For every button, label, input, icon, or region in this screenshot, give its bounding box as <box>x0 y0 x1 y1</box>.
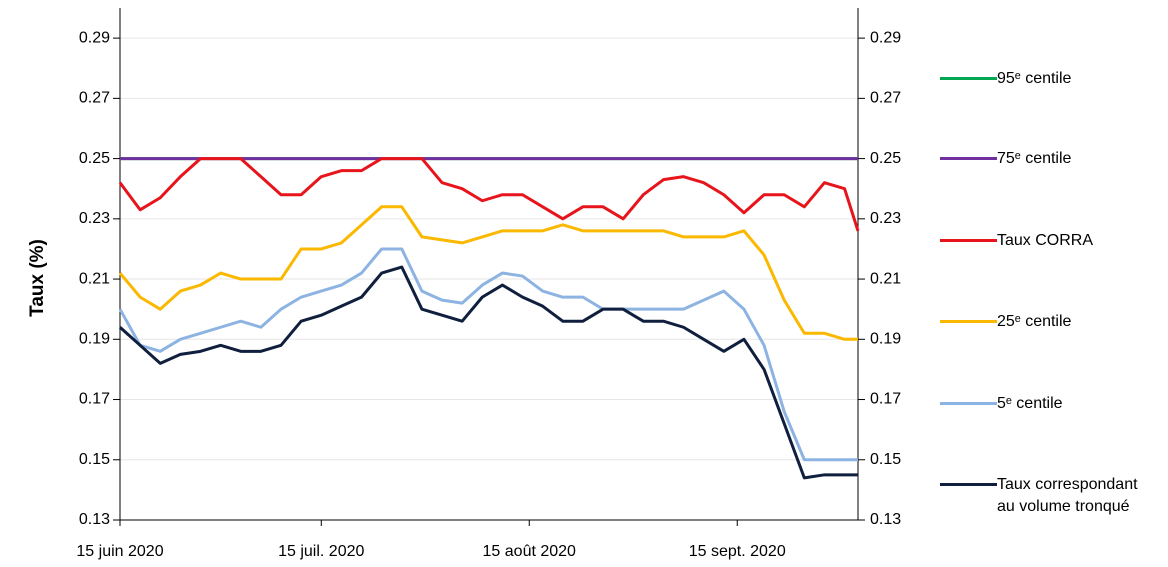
y-tick-label: 0.25 <box>79 150 110 167</box>
y-tick-label: 0.21 <box>79 270 110 287</box>
legend-label: 25ᵉ centile <box>997 313 1072 330</box>
legend-item: 95ᵉ centile <box>940 68 1165 90</box>
x-tick-label: 15 sept. 2020 <box>689 543 786 560</box>
x-tick-label: 15 juil. 2020 <box>278 543 364 560</box>
legend-item: Taux correspondant au volume tronqué <box>940 474 1165 518</box>
y-tick-label: 0.27 <box>79 90 110 107</box>
series-line <box>118 265 858 480</box>
x-tick-label: 15 août 2020 <box>483 543 577 560</box>
legend-swatch <box>940 239 997 242</box>
legend-item: 5ᵉ centile <box>940 393 1165 415</box>
y2-tick-label: 0.25 <box>870 150 901 167</box>
y2-tick-label: 0.27 <box>870 90 901 107</box>
series-line <box>118 247 858 462</box>
y-tick-label: 0.19 <box>79 331 110 348</box>
y-tick-label: 0.23 <box>79 210 110 227</box>
y-axis-label: Taux (%) <box>27 239 48 317</box>
legend-label: Taux correspondant au volume tronqué <box>997 476 1138 515</box>
legend-swatch <box>940 483 997 486</box>
y-tick-label: 0.17 <box>79 391 110 408</box>
x-tick-label: 15 juin 2020 <box>76 543 163 560</box>
y-tick-label: 0.13 <box>79 511 110 528</box>
legend: 95ᵉ centile 75ᵉ centile Taux CORRA 25ᵉ cent… <box>940 0 1168 567</box>
legend-swatch <box>940 157 997 160</box>
y-tick-label: 0.29 <box>79 29 110 46</box>
legend-item: 25ᵉ centile <box>940 311 1165 333</box>
series-line <box>118 157 860 232</box>
y-tick-label: 0.15 <box>79 451 110 468</box>
legend-item: Taux CORRA <box>940 230 1165 252</box>
legend-label: Taux CORRA <box>997 232 1094 249</box>
y2-tick-label: 0.17 <box>870 391 901 408</box>
legend-label: 5ᵉ centile <box>997 395 1063 412</box>
chart: Taux (%) 0.13 0.15 0.17 0.19 0.21 0.23 0.25 0.2… <box>27 8 901 560</box>
y2-tick-label: 0.23 <box>870 210 901 227</box>
legend-label: 95ᵉ centile <box>997 70 1072 87</box>
y2-tick-label: 0.21 <box>870 270 901 287</box>
series-line <box>118 205 858 341</box>
legend-swatch <box>940 320 997 323</box>
legend-swatch <box>940 77 997 80</box>
legend-swatch <box>940 402 997 405</box>
y2-tick-label: 0.19 <box>870 331 901 348</box>
legend-label: 75ᵉ centile <box>997 150 1072 167</box>
y2-tick-label: 0.15 <box>870 451 901 468</box>
legend-item: 75ᵉ centile <box>940 148 1165 170</box>
y2-tick-label: 0.29 <box>870 29 901 46</box>
y2-tick-label: 0.13 <box>870 511 901 528</box>
